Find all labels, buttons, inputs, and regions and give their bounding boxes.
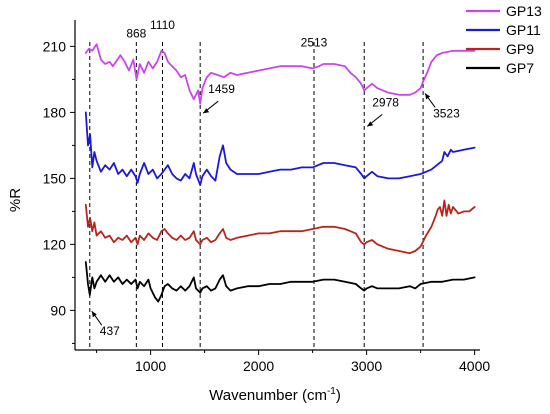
y-tick-label: 90 xyxy=(50,302,66,318)
x-axis-title: Wavenumber (cm-1) xyxy=(209,386,341,404)
x-axis-title-sup: -1 xyxy=(327,386,336,397)
x-tick-label: 4000 xyxy=(459,358,490,374)
legend-label-gp9: GP9 xyxy=(506,41,534,57)
x-tick-label: 2000 xyxy=(243,358,274,374)
legend-label-gp7: GP7 xyxy=(506,60,534,76)
series-line-gp13 xyxy=(84,43,476,105)
y-tick-label: 150 xyxy=(43,170,67,186)
annotation-arrowhead xyxy=(425,93,431,100)
y-tick-label: 180 xyxy=(43,104,67,120)
series-line-gp11 xyxy=(84,111,476,186)
x-axis-title-main: Wavenumber (cm xyxy=(209,387,327,404)
x-tick-label: 1000 xyxy=(135,358,166,374)
annotation-arrowhead xyxy=(367,121,374,127)
x-axis-title-close: ) xyxy=(336,387,341,404)
series-line-gp9 xyxy=(84,199,476,255)
x-axis-ticks: 1000 2000 3000 4000 xyxy=(96,350,490,374)
y-tick-label: 120 xyxy=(43,236,67,252)
x-tick-label: 3000 xyxy=(351,358,382,374)
annotation-label: 437 xyxy=(100,324,120,338)
peak-annotations: 868 1110 2513 1459 2978 3523 437 xyxy=(91,18,460,338)
legend: GP13 GP11 GP9 GP7 xyxy=(466,3,542,76)
annotation-label: 1459 xyxy=(208,82,235,96)
y-axis-title: %R xyxy=(7,188,24,212)
series-layer xyxy=(84,43,476,303)
annotation-label: 3523 xyxy=(433,106,460,120)
annotation-label: 2513 xyxy=(301,35,328,49)
legend-label-gp11: GP11 xyxy=(506,22,541,38)
reference-lines xyxy=(89,42,424,350)
annotation-label: 868 xyxy=(126,27,146,41)
annotation-arrowhead xyxy=(203,108,210,114)
y-axis-ticks: 90 120 150 180 210 xyxy=(43,38,75,344)
y-tick-label: 210 xyxy=(43,38,67,54)
annotation-label: 2978 xyxy=(372,95,399,109)
annotation-arrowhead xyxy=(91,311,97,318)
legend-label-gp13: GP13 xyxy=(506,3,542,19)
series-line-gp7 xyxy=(84,261,476,303)
annotation-label: 1110 xyxy=(150,18,175,32)
